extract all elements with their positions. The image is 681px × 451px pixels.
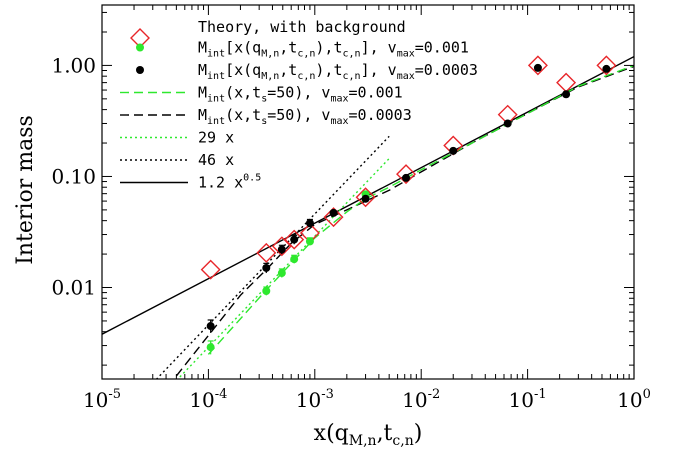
y-axis-label: Interior mass bbox=[13, 115, 38, 265]
series-line-3 bbox=[207, 64, 634, 355]
theory-point bbox=[527, 55, 548, 76]
data-point-2 bbox=[290, 235, 299, 244]
legend-label: Mint(x,ts=50), vmax=0.0003 bbox=[198, 106, 412, 127]
data-point-2 bbox=[602, 64, 611, 73]
legend-symbol-dot bbox=[136, 66, 144, 74]
legend-label: Mint(x,ts=50), vmax=0.001 bbox=[198, 84, 403, 105]
x-tick-label: 10-3 bbox=[296, 387, 334, 412]
legend-label: Mint[x(qM,n,tc,n),tc,n], vmax=0.001 bbox=[198, 39, 469, 60]
y-tick-label: 1.00 bbox=[51, 53, 96, 77]
x-tick-label: 10-4 bbox=[189, 387, 227, 412]
data-point-2 bbox=[449, 146, 458, 155]
data-point-2 bbox=[277, 245, 286, 254]
legend-symbol-dot bbox=[136, 43, 144, 52]
data-point-2 bbox=[361, 194, 370, 203]
legend-label: Mint[x(qM,n,tc,n),tc,n], vmax=0.0003 bbox=[198, 61, 478, 82]
data-point-2 bbox=[533, 63, 542, 72]
y-tick-label: 0.01 bbox=[51, 276, 96, 300]
data-point-1 bbox=[277, 269, 286, 278]
axes-layer: 10-5 10-4 10-3 10-2 10-1 100 0.01 0.10 1.00 bbox=[51, 5, 651, 412]
plot-frame bbox=[101, 4, 635, 380]
theory-point bbox=[596, 55, 617, 76]
legend: Theory, with background Mint[x(qM,n,tc,n)… bbox=[120, 18, 478, 192]
theory-point bbox=[256, 242, 277, 263]
data-point-2 bbox=[562, 90, 571, 99]
data-point-2 bbox=[503, 119, 512, 128]
data-point-2 bbox=[305, 219, 314, 228]
legend-label: 29 x bbox=[198, 129, 234, 147]
legend-label: 1.2 x0.5 bbox=[198, 173, 261, 192]
theory-point bbox=[396, 164, 417, 185]
y-tick-label: 0.10 bbox=[51, 164, 96, 188]
x-tick-label: 100 bbox=[617, 387, 651, 412]
data-point-1 bbox=[305, 237, 314, 246]
theory-point bbox=[355, 187, 376, 208]
x-axis-label: x(qM,n,tc,n) bbox=[314, 421, 423, 449]
data-point-2 bbox=[329, 208, 338, 217]
data-point-1 bbox=[206, 343, 215, 352]
legend-label: Theory, with background bbox=[198, 18, 406, 36]
series-line-4 bbox=[175, 65, 634, 377]
x-tick-label: 10-1 bbox=[509, 387, 547, 412]
series-layer bbox=[102, 55, 634, 379]
legend-label: 46 x bbox=[198, 151, 234, 169]
theory-point bbox=[323, 207, 344, 228]
data-point-2 bbox=[262, 263, 271, 272]
data-point-1 bbox=[262, 287, 271, 296]
theory-point bbox=[284, 229, 305, 250]
data-point-2 bbox=[402, 173, 411, 182]
theory-point bbox=[271, 236, 292, 257]
theory-point bbox=[200, 259, 221, 280]
data-point-2 bbox=[206, 322, 215, 331]
x-tick-label: 10-2 bbox=[402, 387, 440, 412]
data-point-1 bbox=[290, 255, 299, 264]
series-line-6 bbox=[155, 135, 390, 379]
x-tick-label: 10-5 bbox=[83, 387, 121, 412]
